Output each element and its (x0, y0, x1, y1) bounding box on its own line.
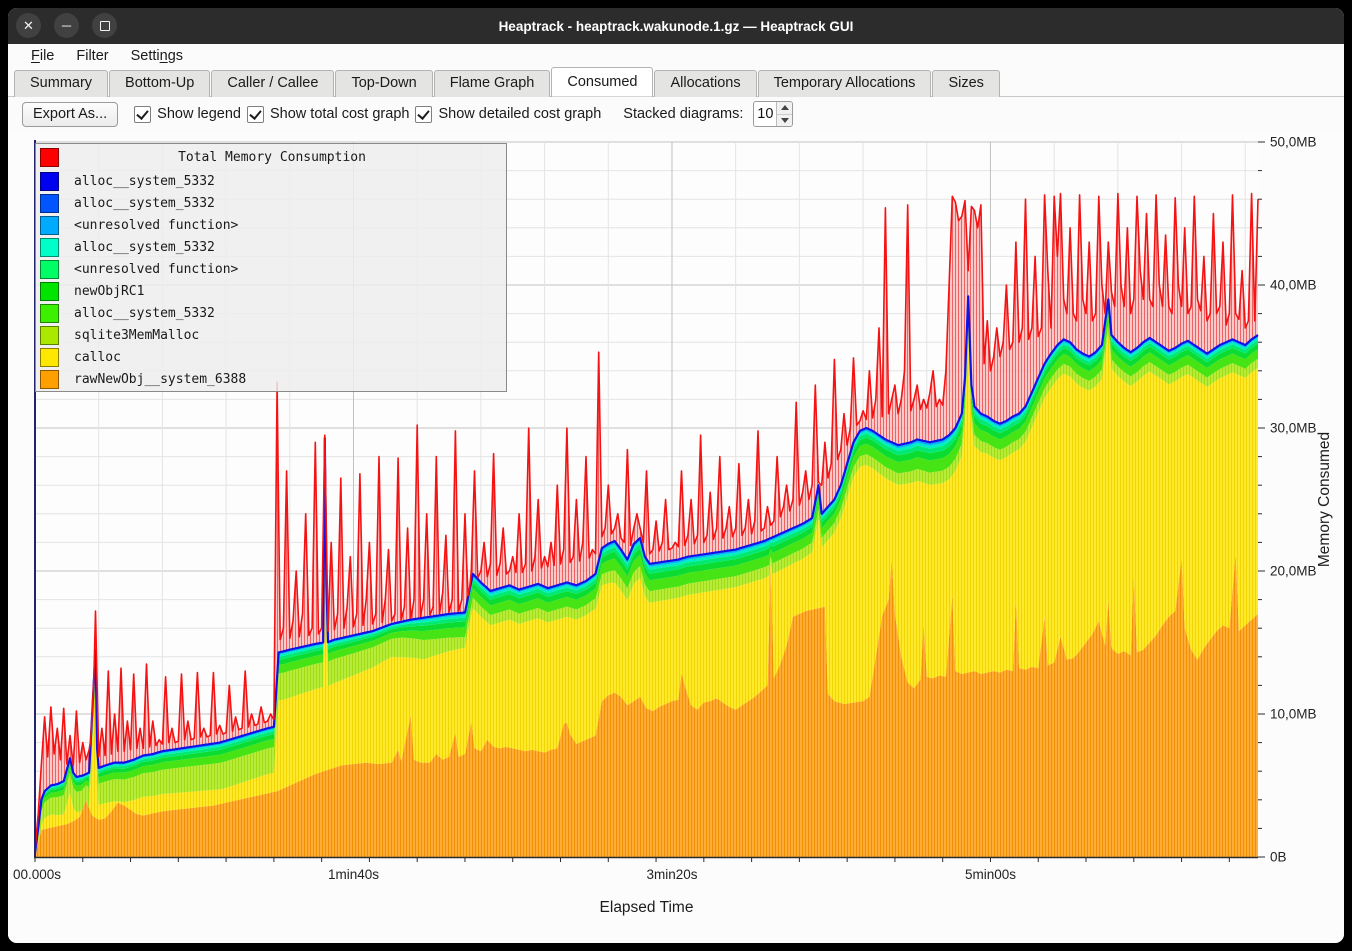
x-tick-label: 00.000s (13, 867, 61, 882)
legend-swatch (40, 172, 59, 191)
legend-label: alloc__system_5332 (74, 306, 215, 321)
y-tick-label: 20,0MB (1270, 564, 1317, 579)
legend-item: alloc__system_5332 (36, 236, 506, 258)
y-tick-label: 10,0MB (1270, 707, 1317, 722)
menu-filter[interactable]: Filter (67, 46, 117, 66)
tab-bar: SummaryBottom-UpCaller / CalleeTop-DownF… (8, 68, 1344, 97)
y-axis-title: Memory Consumed (1316, 432, 1333, 567)
spinner-down-icon[interactable] (777, 115, 792, 127)
tab-caller-callee[interactable]: Caller / Callee (211, 70, 334, 97)
x-tick-label: 3min20s (646, 867, 697, 882)
legend-label: rawNewObj__system_6388 (74, 372, 246, 387)
stacked-diagrams-spinner[interactable]: 10 (753, 101, 793, 127)
legend-label: newObjRC1 (74, 284, 144, 299)
legend-swatch (40, 326, 59, 345)
tab-flame-graph[interactable]: Flame Graph (434, 70, 551, 97)
menu-file[interactable]: File (22, 46, 63, 66)
x-tick-label: 1min40s (328, 867, 379, 882)
export-as-button[interactable]: Export As... (22, 102, 118, 127)
y-tick-label: 40,0MB (1270, 278, 1317, 293)
tab-summary[interactable]: Summary (14, 70, 108, 97)
tab-sizes[interactable]: Sizes (932, 70, 999, 97)
legend-label: calloc (74, 350, 121, 365)
menu-bar: FileFilterSettings (8, 44, 1344, 68)
legend-total-swatch (40, 148, 59, 167)
legend-label: alloc__system_5332 (74, 240, 215, 255)
legend-label: <unresolved function> (74, 218, 238, 233)
legend-item: <unresolved function> (36, 258, 506, 280)
legend-title: Total Memory Consumption (59, 150, 485, 165)
legend-item: <unresolved function> (36, 214, 506, 236)
tab-allocations[interactable]: Allocations (654, 70, 756, 97)
legend-item: newObjRC1 (36, 280, 506, 302)
legend-label: sqlite3MemMalloc (74, 328, 199, 343)
tab-consumed[interactable]: Consumed (551, 67, 653, 97)
legend-swatch (40, 282, 59, 301)
tab-top-down[interactable]: Top-Down (335, 70, 432, 97)
legend-item: rawNewObj__system_6388 (36, 368, 506, 390)
y-tick-label: 30,0MB (1270, 421, 1317, 436)
checkbox-icon[interactable] (415, 106, 432, 123)
legend-swatch (40, 216, 59, 235)
title-bar: ✕ ─ Heaptrack - heaptrack.wakunode.1.gz … (8, 8, 1344, 44)
chart-legend: Total Memory Consumption alloc__system_5… (35, 143, 507, 392)
heaptrack-window: ✕ ─ Heaptrack - heaptrack.wakunode.1.gz … (8, 8, 1344, 943)
x-tick-label: 5min00s (965, 867, 1016, 882)
stacked-diagrams-label: Stacked diagrams: (623, 106, 743, 122)
checkbox-show-legend[interactable]: Show legend (134, 106, 241, 123)
legend-item: alloc__system_5332 (36, 302, 506, 324)
tab-bottom-up[interactable]: Bottom-Up (109, 70, 210, 97)
legend-swatch (40, 370, 59, 389)
checkbox-show-detailed-cost-graph[interactable]: Show detailed cost graph (415, 106, 601, 123)
legend-item: calloc (36, 346, 506, 368)
consumed-chart: 00.000s 1min40s 3min20s 5min00s 0B 10,0MB 20,0… (8, 130, 1344, 943)
checkbox-show-total-cost-graph[interactable]: Show total cost graph (247, 106, 409, 123)
tab-temporary-allocations[interactable]: Temporary Allocations (758, 70, 932, 97)
legend-swatch (40, 238, 59, 257)
checkbox-icon[interactable] (134, 106, 151, 123)
legend-item: alloc__system_5332 (36, 192, 506, 214)
legend-label: <unresolved function> (74, 262, 238, 277)
x-axis-title: Elapsed Time (600, 899, 694, 916)
menu-settings[interactable]: Settings (122, 46, 192, 66)
checkbox-icon[interactable] (247, 106, 264, 123)
y-tick-label: 50,0MB (1270, 135, 1317, 150)
legend-item: alloc__system_5332 (36, 170, 506, 192)
legend-label: alloc__system_5332 (74, 174, 215, 189)
stacked-diagrams-value[interactable]: 10 (754, 102, 776, 126)
legend-swatch (40, 194, 59, 213)
legend-swatch (40, 348, 59, 367)
legend-item: sqlite3MemMalloc (36, 324, 506, 346)
legend-swatch (40, 304, 59, 323)
legend-label: alloc__system_5332 (74, 196, 215, 211)
toolbar: Export As... Show legend Show total cost … (8, 97, 1344, 131)
y-tick-label: 0B (1270, 850, 1287, 865)
legend-swatch (40, 260, 59, 279)
spinner-up-icon[interactable] (777, 102, 792, 115)
window-title: Heaptrack - heaptrack.wakunode.1.gz — He… (8, 8, 1344, 44)
